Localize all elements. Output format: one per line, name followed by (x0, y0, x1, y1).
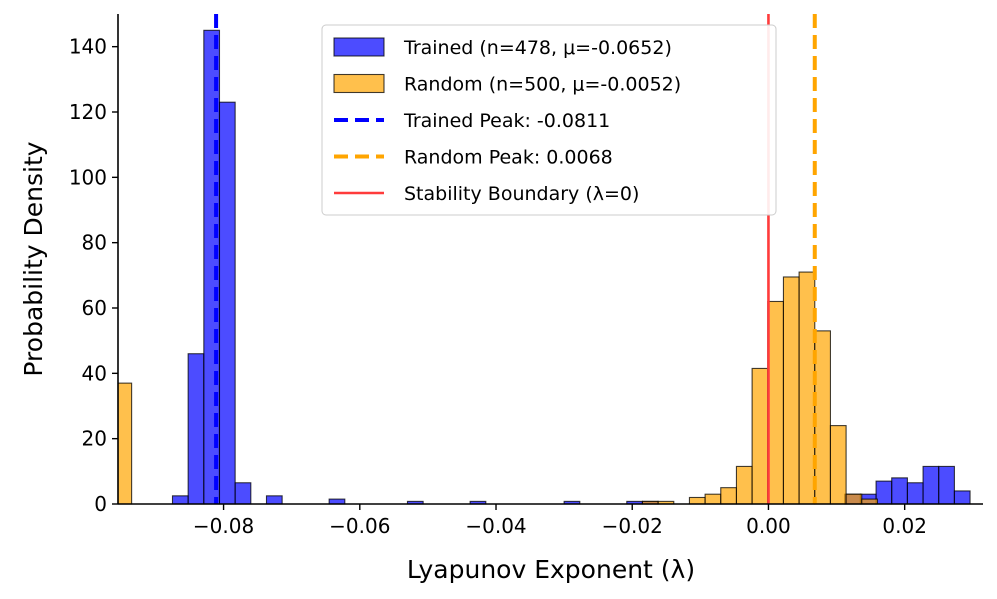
x-axis-title: Lyapunov Exponent (λ) (407, 555, 695, 584)
histogram-bar-series-2-bin-12 (814, 330, 831, 505)
legend-frame (321, 24, 777, 216)
histogram-bar-series-1-bin-2 (187, 353, 205, 505)
x-tick-label: −0.02 (602, 514, 663, 538)
histogram-bar-series-1-bin-19 (938, 465, 955, 505)
legend-label-2: Random (n=500, μ=-0.0052) (404, 74, 681, 96)
histogram-bar-series-1-bin-20 (953, 490, 971, 505)
legend-swatch-2 (333, 73, 385, 94)
histogram-bar-series-1-bin-17 (906, 482, 924, 505)
histogram-bar-series-2-bin-7 (735, 465, 753, 505)
histogram-bar-series-2-bin-10 (782, 276, 800, 505)
histogram-bar-series-2-bin-13 (829, 425, 847, 505)
histogram-bar-series-2-bin-9 (767, 300, 784, 505)
histogram-bar-series-2-bin-8 (751, 367, 769, 505)
x-tick-label: −0.06 (329, 514, 390, 538)
legend-label-4: Random Peak: 0.0068 (404, 147, 613, 169)
x-tick-label: 0.00 (746, 514, 791, 538)
histogram-bar-series-1-bin-4 (218, 101, 236, 505)
y-tick-label: 40 (82, 361, 107, 385)
legend-label-3: Trained Peak: -0.0811 (403, 110, 610, 132)
histogram-bar-series-2-bin-4 (688, 496, 706, 505)
histogram-bar-series-2-bin-6 (720, 487, 738, 505)
legend-label-5: Stability Boundary (λ=0) (404, 183, 639, 205)
y-tick-label: 20 (82, 427, 107, 451)
histogram-bar-series-2-bin-11 (798, 271, 816, 505)
legend-label-1: Trained (n=478, μ=-0.0652) (403, 37, 672, 59)
histogram-bar-series-2-bin-14 (845, 493, 863, 505)
histogram-bar-series-1-bin-5 (234, 482, 252, 505)
y-tick-label: 140 (69, 35, 107, 59)
y-tick-label: 80 (82, 231, 107, 255)
legend: Trained (n=478, μ=-0.0652) Random (n=500,… (321, 24, 777, 216)
y-tick-label: 0 (94, 492, 107, 516)
y-tick-label: 120 (69, 100, 107, 124)
histogram-bar-series-2-bin-1 (117, 382, 133, 505)
x-tick-label: −0.04 (465, 514, 526, 538)
histogram-bar-series-2-bin-5 (704, 493, 722, 505)
y-axis-title: Probability Density (19, 141, 48, 376)
y-tick-label: 100 (69, 165, 107, 189)
histogram-bar-series-1-bin-6 (265, 495, 283, 505)
histogram-bar-series-1-bin-18 (922, 465, 940, 505)
axes-layer (117, 14, 983, 505)
x-tick-label: 0.02 (882, 514, 927, 538)
histogram-bar-series-1-bin-15 (875, 480, 893, 505)
y-tick-label: 60 (82, 296, 107, 320)
x-tick-label: −0.08 (193, 514, 254, 538)
legend-items: Trained (n=478, μ=-0.0652) Random (n=500,… (333, 37, 681, 205)
histogram-bar-series-1-bin-16 (891, 477, 908, 505)
ticks-layer: −0.08 −0.06 −0.04 −0.02 0.00 0.02 0 20 40 60 80 100… (69, 35, 927, 538)
histogram-bar-series-1-bin-1 (171, 495, 189, 505)
legend-swatch-1 (333, 37, 385, 57)
